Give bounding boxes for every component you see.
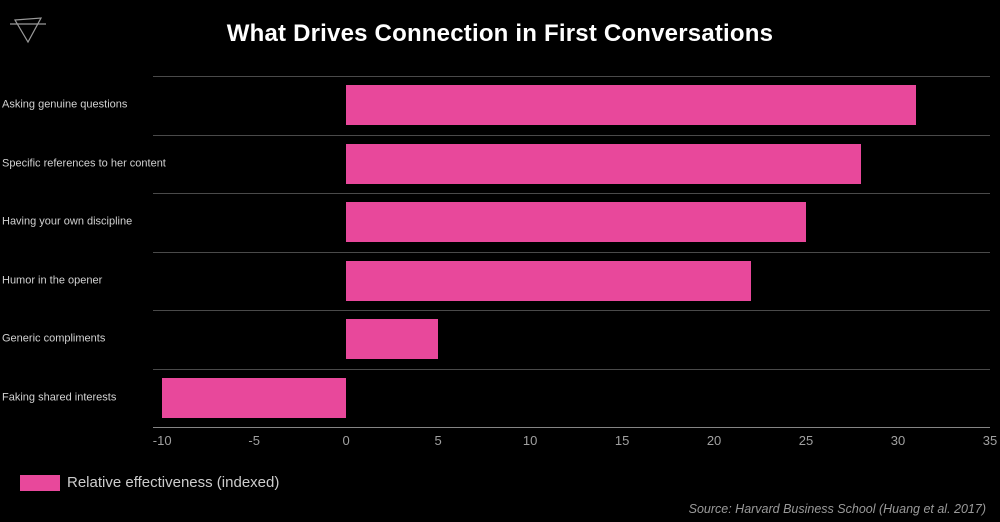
row-separator-line xyxy=(153,134,990,136)
x-tick-label: -10 xyxy=(152,433,172,448)
legend: Relative effectiveness (indexed) xyxy=(20,474,279,491)
bar-2 xyxy=(346,143,862,184)
category-label: Asking genuine questions xyxy=(2,98,128,111)
x-axis-line xyxy=(153,427,990,428)
bar-1 xyxy=(346,85,917,126)
row-separator-line xyxy=(153,193,990,194)
source-attribution: Source: Harvard Business School (Huang e… xyxy=(688,502,986,516)
category-label: Generic compliments xyxy=(2,332,106,345)
x-tick-label: 15 xyxy=(614,433,630,448)
category-label: Specific references to her content xyxy=(2,157,166,170)
chart-title: What Drives Connection in First Conversa… xyxy=(226,20,774,47)
bar-4 xyxy=(346,260,751,301)
x-tick-label: 5 xyxy=(434,433,442,448)
row-separator-line xyxy=(153,76,990,77)
row-separator-line xyxy=(153,368,990,370)
x-tick-label: 30 xyxy=(890,433,906,448)
legend-swatch xyxy=(20,474,60,491)
x-tick-label: 10 xyxy=(522,433,538,448)
row-separator-line xyxy=(153,251,990,253)
x-tick-label: 25 xyxy=(798,433,814,448)
x-tick-label: 20 xyxy=(706,433,722,448)
x-tick-label: 35 xyxy=(982,433,998,448)
category-label: Humor in the opener xyxy=(2,274,103,287)
bar-5 xyxy=(346,319,439,360)
bar-6 xyxy=(162,377,347,418)
earth-triangle-icon xyxy=(10,17,46,44)
bar-3 xyxy=(346,202,807,243)
category-label: Having your own discipline xyxy=(2,215,133,228)
x-tick-label: -5 xyxy=(248,433,260,448)
legend-label: Relative effectiveness (indexed) xyxy=(67,474,280,491)
row-separator-line xyxy=(153,310,990,311)
category-label: Faking shared interests xyxy=(2,391,117,404)
x-tick-label: 0 xyxy=(342,433,350,448)
